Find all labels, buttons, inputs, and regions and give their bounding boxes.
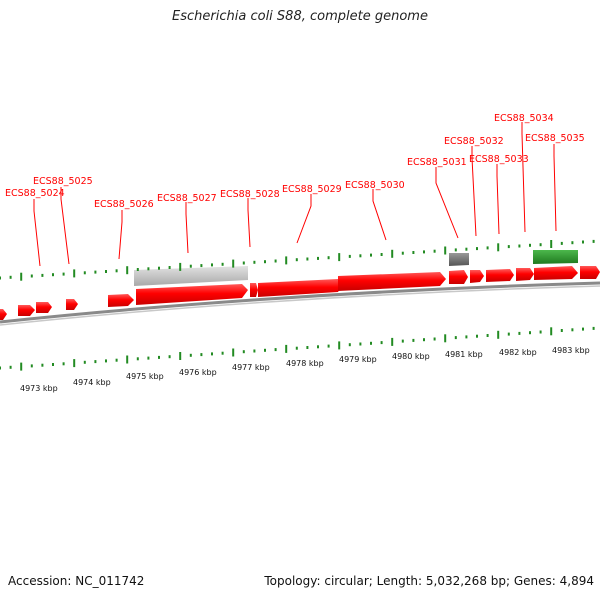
kbp-label: 4975 kbp bbox=[126, 372, 164, 381]
kbp-label: 4978 kbp bbox=[286, 359, 324, 368]
genome-backbone-shadow bbox=[0, 285, 600, 326]
kbp-label: 4977 kbp bbox=[232, 363, 270, 372]
gene-feature[interactable] bbox=[36, 302, 52, 313]
leader-line bbox=[185, 202, 189, 254]
genome-backbone bbox=[0, 281, 600, 324]
gene-feature[interactable] bbox=[18, 305, 35, 316]
leader-line bbox=[496, 164, 500, 235]
leader-line bbox=[521, 122, 526, 233]
gene-feature[interactable] bbox=[136, 284, 248, 305]
gene-feature[interactable] bbox=[66, 299, 78, 310]
kbp-label: 4976 kbp bbox=[179, 368, 217, 377]
gene-label[interactable]: ECS88_5032 bbox=[444, 136, 504, 147]
map-title: Escherichia coli S88, complete genome bbox=[172, 9, 428, 24]
gene-label[interactable]: ECS88_5028 bbox=[220, 189, 280, 200]
accession-text: Accession: NC_011742 bbox=[8, 574, 145, 588]
gene-feature[interactable] bbox=[486, 269, 514, 282]
gene-feature[interactable] bbox=[580, 266, 600, 279]
upper-tick-scale bbox=[0, 239, 595, 281]
leader-line bbox=[435, 167, 459, 239]
kbp-label: 4973 kbp bbox=[20, 384, 58, 393]
gene-feature[interactable] bbox=[108, 294, 134, 307]
kbp-label: 4981 kbp bbox=[445, 350, 483, 359]
gene-labels: ECS88_5024 ECS88_5025 ECS88_5026 ECS88_5… bbox=[5, 113, 585, 210]
leader-line bbox=[118, 210, 123, 260]
kbp-label: 4980 kbp bbox=[392, 352, 430, 361]
kbp-label: 4982 kbp bbox=[499, 348, 537, 357]
leader-line bbox=[372, 189, 387, 241]
gene-feature[interactable] bbox=[250, 283, 258, 297]
gene-feature[interactable] bbox=[516, 268, 534, 281]
gene-label[interactable]: ECS88_5029 bbox=[282, 184, 342, 195]
kbp-label: 4979 kbp bbox=[339, 355, 377, 364]
gene-label[interactable]: ECS88_5024 bbox=[5, 188, 65, 199]
gene-label[interactable]: ECS88_5030 bbox=[345, 180, 405, 191]
gene-feature-dark[interactable] bbox=[449, 253, 469, 266]
kbp-label: 4983 kbp bbox=[552, 346, 590, 355]
gene-feature[interactable] bbox=[338, 272, 446, 291]
leader-line bbox=[471, 146, 477, 237]
gene-label[interactable]: ECS88_5033 bbox=[469, 154, 529, 165]
gene-label[interactable]: ECS88_5035 bbox=[525, 133, 585, 144]
gene-track bbox=[0, 250, 600, 320]
gene-feature[interactable] bbox=[470, 270, 484, 283]
gene-feature[interactable] bbox=[449, 270, 468, 284]
gene-label[interactable]: ECS88_5034 bbox=[494, 113, 554, 124]
kbp-labels: 4973 kbp 4974 kbp 4975 kbp 4976 kbp 4977… bbox=[20, 346, 590, 393]
leader-line bbox=[296, 194, 312, 244]
gene-label[interactable]: ECS88_5025 bbox=[33, 176, 93, 187]
leader-line bbox=[553, 144, 557, 232]
gene-label[interactable]: ECS88_5027 bbox=[157, 193, 217, 204]
gene-feature[interactable] bbox=[534, 266, 578, 280]
gene-label[interactable]: ECS88_5031 bbox=[407, 157, 467, 168]
gene-feature-rna[interactable] bbox=[533, 250, 578, 264]
genome-summary-text: Topology: circular; Length: 5,032,268 bp… bbox=[264, 574, 594, 588]
gene-feature[interactable] bbox=[0, 309, 7, 320]
kbp-label: 4974 kbp bbox=[73, 378, 111, 387]
gene-feature-pseudo[interactable] bbox=[134, 266, 248, 286]
gene-feature[interactable] bbox=[258, 279, 342, 297]
leader-line bbox=[60, 187, 70, 265]
lower-tick-scale bbox=[0, 326, 595, 371]
gene-label[interactable]: ECS88_5026 bbox=[94, 199, 154, 210]
leader-line bbox=[247, 198, 251, 248]
leader-line bbox=[33, 199, 41, 267]
gene-label-leaders bbox=[33, 122, 557, 267]
